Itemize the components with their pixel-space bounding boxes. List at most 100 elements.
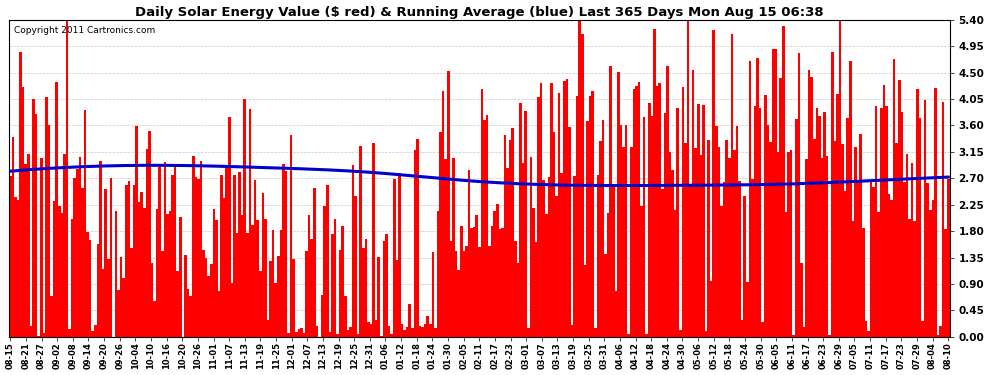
Bar <box>488 246 491 337</box>
Bar <box>940 326 941 337</box>
Bar <box>785 212 787 337</box>
Bar <box>544 214 547 337</box>
Bar <box>610 66 612 337</box>
Bar <box>811 77 813 337</box>
Bar <box>527 328 530 337</box>
Bar <box>586 120 589 337</box>
Bar <box>63 154 65 337</box>
Bar <box>568 128 571 337</box>
Bar <box>837 94 839 337</box>
Bar <box>462 251 465 337</box>
Bar <box>187 289 189 337</box>
Bar <box>839 13 842 337</box>
Bar <box>607 213 610 337</box>
Bar <box>890 200 893 337</box>
Bar <box>153 301 155 337</box>
Bar <box>676 108 679 337</box>
Bar <box>777 152 779 337</box>
Bar <box>808 70 811 337</box>
Bar <box>401 324 403 337</box>
Bar <box>117 290 120 337</box>
Bar <box>795 119 798 337</box>
Bar <box>52 201 55 337</box>
Bar <box>60 213 63 337</box>
Bar <box>128 180 130 337</box>
Bar <box>877 212 880 337</box>
Bar <box>432 252 435 337</box>
Bar <box>174 165 176 337</box>
Bar <box>403 330 406 337</box>
Bar <box>406 327 409 337</box>
Title: Daily Solar Energy Value ($ red) & Running Average (blue) Last 365 Days Mon Aug : Daily Solar Energy Value ($ red) & Runni… <box>135 6 824 18</box>
Bar <box>316 326 318 337</box>
Bar <box>295 332 298 337</box>
Bar <box>234 175 236 337</box>
Bar <box>120 257 123 337</box>
Bar <box>628 334 630 337</box>
Bar <box>710 281 713 337</box>
Bar <box>641 206 643 337</box>
Bar <box>91 331 94 337</box>
Bar <box>597 175 599 337</box>
Bar <box>617 72 620 337</box>
Bar <box>558 93 560 337</box>
Bar <box>512 128 514 337</box>
Bar <box>658 83 661 337</box>
Bar <box>442 91 445 337</box>
Bar <box>14 196 17 337</box>
Bar <box>146 149 148 337</box>
Bar <box>759 108 761 337</box>
Bar <box>834 141 837 337</box>
Bar <box>141 192 143 337</box>
Text: Copyright 2011 Cartronics.com: Copyright 2011 Cartronics.com <box>14 26 155 35</box>
Bar <box>369 324 372 337</box>
Bar <box>937 334 940 337</box>
Bar <box>143 208 146 337</box>
Bar <box>648 103 650 337</box>
Bar <box>846 118 849 337</box>
Bar <box>68 328 71 337</box>
Bar <box>504 135 506 337</box>
Bar <box>94 325 97 337</box>
Bar <box>645 334 648 337</box>
Bar <box>290 135 292 337</box>
Bar <box>630 147 633 337</box>
Bar <box>107 259 110 337</box>
Bar <box>885 106 888 337</box>
Bar <box>779 78 782 337</box>
Bar <box>589 96 591 337</box>
Bar <box>208 276 210 337</box>
Bar <box>594 328 597 337</box>
Bar <box>351 165 354 337</box>
Bar <box>547 177 550 337</box>
Bar <box>895 143 898 337</box>
Bar <box>764 95 766 337</box>
Bar <box>661 189 663 337</box>
Bar <box>241 215 244 337</box>
Bar <box>311 239 313 337</box>
Bar <box>58 206 60 337</box>
Bar <box>76 169 78 337</box>
Bar <box>867 331 869 337</box>
Bar <box>35 114 38 337</box>
Bar <box>880 108 882 337</box>
Bar <box>261 193 264 337</box>
Bar <box>248 109 251 337</box>
Bar <box>465 246 467 337</box>
Bar <box>875 106 877 337</box>
Bar <box>517 263 519 337</box>
Bar <box>244 99 247 337</box>
Bar <box>901 112 903 337</box>
Bar <box>467 170 470 337</box>
Bar <box>496 204 499 337</box>
Bar <box>130 248 133 337</box>
Bar <box>192 156 195 337</box>
Bar <box>55 82 58 337</box>
Bar <box>339 249 342 337</box>
Bar <box>741 320 743 337</box>
Bar <box>739 182 741 337</box>
Bar <box>707 140 710 337</box>
Bar <box>364 239 367 337</box>
Bar <box>666 66 668 337</box>
Bar <box>274 282 277 337</box>
